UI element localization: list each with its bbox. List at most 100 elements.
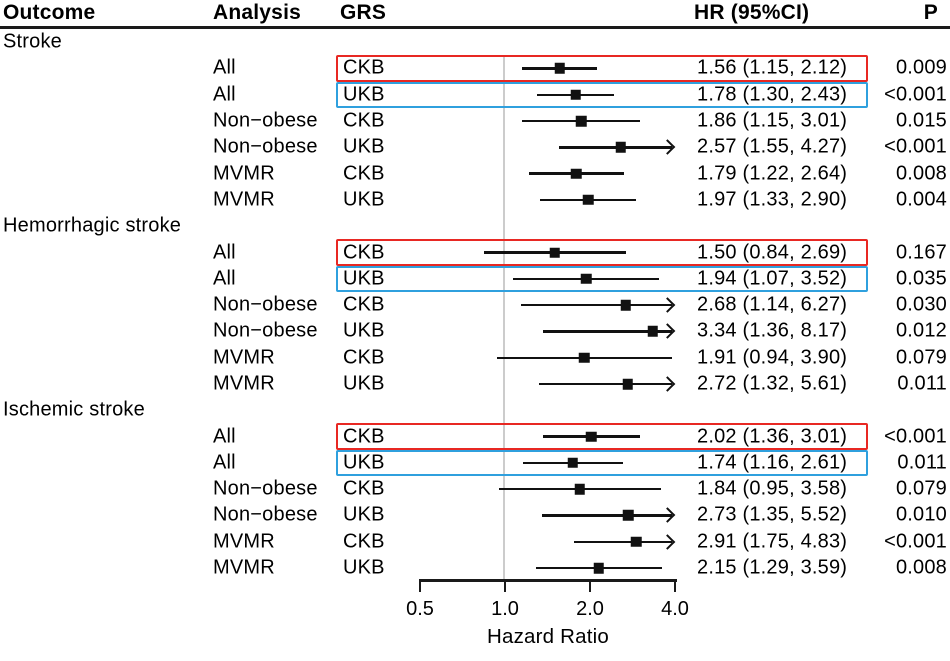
hr-point-marker: [571, 168, 582, 179]
ci-whisker: [521, 303, 672, 307]
hr-ci-cell: 3.34 (1.36, 8.17): [697, 319, 848, 342]
column-header-outcome: Outcome: [3, 1, 96, 24]
p-value-cell: 0.008: [895, 162, 947, 185]
grs-cell: UKB: [343, 451, 385, 474]
hr-point-marker: [622, 378, 633, 390]
p-value-cell: 0.079: [895, 477, 947, 500]
forest-row: All UKB 1.94 (1.07, 3.52) 0.035: [0, 265, 950, 292]
hr-ci-cell: 1.50 (0.84, 2.69): [697, 241, 848, 264]
forest-row: Non−obese CKB 1.84 (0.95, 3.58) 0.079: [0, 476, 950, 502]
column-header-analysis: Analysis: [213, 1, 301, 24]
hr-ci-cell: 1.74 (1.16, 2.61): [697, 451, 848, 474]
p-value-cell: <0.001: [884, 530, 947, 553]
x-axis-line: [419, 579, 677, 582]
p-value-cell: 0.035: [895, 267, 947, 290]
grs-cell: UKB: [343, 188, 385, 211]
forest-row: Non−obese UKB 3.34 (1.36, 8.17) 0.012: [0, 318, 950, 344]
ci-whisker: [558, 146, 672, 149]
hr-point-marker: [570, 89, 581, 100]
x-axis-tick: [673, 579, 677, 592]
hr-point-marker: [579, 352, 590, 363]
grs-cell: UKB: [343, 503, 385, 526]
hr-point-marker: [622, 510, 634, 521]
grs-cell: CKB: [343, 477, 385, 500]
analysis-cell: MVMR: [213, 188, 275, 211]
group-outcome-label: Stroke: [3, 30, 63, 53]
grs-cell: CKB: [343, 293, 385, 316]
grs-cell: CKB: [343, 425, 385, 448]
grs-cell: CKB: [343, 162, 385, 185]
hr-ci-cell: 2.72 (1.32, 5.61): [697, 372, 848, 395]
hr-point-marker: [620, 299, 632, 311]
grs-cell: UKB: [343, 319, 385, 342]
forest-row: Non−obese CKB 1.86 (1.15, 3.01) 0.015: [0, 108, 950, 134]
p-value-cell: 0.004: [895, 188, 947, 211]
grs-cell: UKB: [343, 372, 385, 395]
hr-point-marker: [615, 142, 627, 153]
highlight-box-red: [336, 239, 868, 266]
hr-point-marker: [581, 273, 592, 285]
x-axis-tick: [588, 579, 592, 592]
grs-cell: CKB: [343, 346, 385, 369]
grs-cell: UKB: [343, 135, 385, 158]
hr-ci-cell: 2.02 (1.36, 3.01): [697, 425, 848, 448]
group-row: Hemorrhagic stroke: [0, 213, 950, 239]
group-row: Stroke: [0, 29, 950, 55]
analysis-cell: All: [213, 267, 236, 290]
analysis-cell: MVMR: [213, 372, 275, 395]
forest-row: MVMR CKB 1.79 (1.22, 2.64) 0.008: [0, 160, 950, 186]
forest-row: All UKB 1.78 (1.30, 2.43) <0.001: [0, 81, 950, 108]
highlight-box-blue: [336, 449, 868, 477]
x-axis-tick-label: 0.5: [406, 598, 434, 620]
forest-row: All CKB 2.02 (1.36, 3.01) <0.001: [0, 423, 950, 450]
hr-point-marker: [582, 194, 594, 206]
forest-row: MVMR CKB 2.91 (1.75, 4.83) <0.001: [0, 529, 950, 555]
p-value-cell: <0.001: [884, 425, 947, 448]
analysis-cell: Non−obese: [213, 319, 318, 342]
analysis-cell: All: [213, 451, 236, 474]
highlight-box-blue: [336, 265, 868, 292]
highlight-box-blue: [336, 81, 868, 108]
hr-ci-cell: 1.97 (1.33, 2.90): [697, 188, 848, 211]
ci-whisker: [541, 514, 672, 517]
highlight-box-red: [336, 423, 868, 450]
hr-ci-cell: 1.91 (0.94, 3.90): [697, 346, 848, 369]
hr-point-marker: [647, 326, 659, 337]
grs-cell: UKB: [343, 267, 385, 290]
p-value-cell: <0.001: [884, 135, 947, 158]
forest-row: Non−obese CKB 2.68 (1.14, 6.27) 0.030: [0, 292, 950, 318]
analysis-cell: Non−obese: [213, 109, 318, 132]
p-value-cell: 0.015: [895, 109, 947, 132]
forest-row: Non−obese UKB 2.73 (1.35, 5.52) 0.010: [0, 502, 950, 528]
grs-cell: CKB: [343, 530, 385, 553]
hr-point-marker: [574, 483, 586, 495]
analysis-cell: MVMR: [213, 556, 275, 579]
p-value-cell: 0.079: [895, 346, 947, 369]
hr-ci-cell: 1.79 (1.22, 2.64): [697, 162, 848, 185]
p-value-cell: 0.011: [897, 451, 947, 474]
hr-ci-cell: 2.91 (1.75, 4.83): [697, 530, 848, 553]
forest-row: All CKB 1.50 (0.84, 2.69) 0.167: [0, 239, 950, 266]
hr-ci-cell: 1.86 (1.15, 3.01): [697, 109, 848, 132]
p-value-cell: 0.008: [895, 556, 947, 579]
column-header-hr-ci: HR (95%CI): [694, 1, 810, 24]
grs-cell: CKB: [343, 109, 385, 132]
forest-row: MVMR UKB 2.72 (1.32, 5.61) 0.011: [0, 371, 950, 397]
hr-ci-cell: 1.84 (0.95, 3.58): [697, 477, 848, 500]
ci-whisker: [542, 330, 672, 333]
forest-row: Non−obese UKB 2.57 (1.55, 4.27) <0.001: [0, 134, 950, 160]
p-value-cell: 0.011: [897, 372, 947, 395]
p-value-cell: <0.001: [884, 83, 947, 106]
group-row: Ischemic stroke: [0, 397, 950, 423]
forest-row: All CKB 1.56 (1.15, 2.12) 0.009: [0, 55, 950, 82]
grs-cell: UKB: [343, 556, 385, 579]
hr-ci-cell: 1.78 (1.30, 2.43): [697, 83, 848, 106]
clip-arrow-icon: [659, 507, 676, 524]
grs-cell: CKB: [343, 241, 385, 264]
analysis-cell: Non−obese: [213, 477, 318, 500]
column-header-p: P: [923, 1, 938, 24]
ci-whisker: [573, 540, 672, 543]
analysis-cell: MVMR: [213, 346, 275, 369]
x-axis-tick-label: 4.0: [661, 598, 689, 620]
